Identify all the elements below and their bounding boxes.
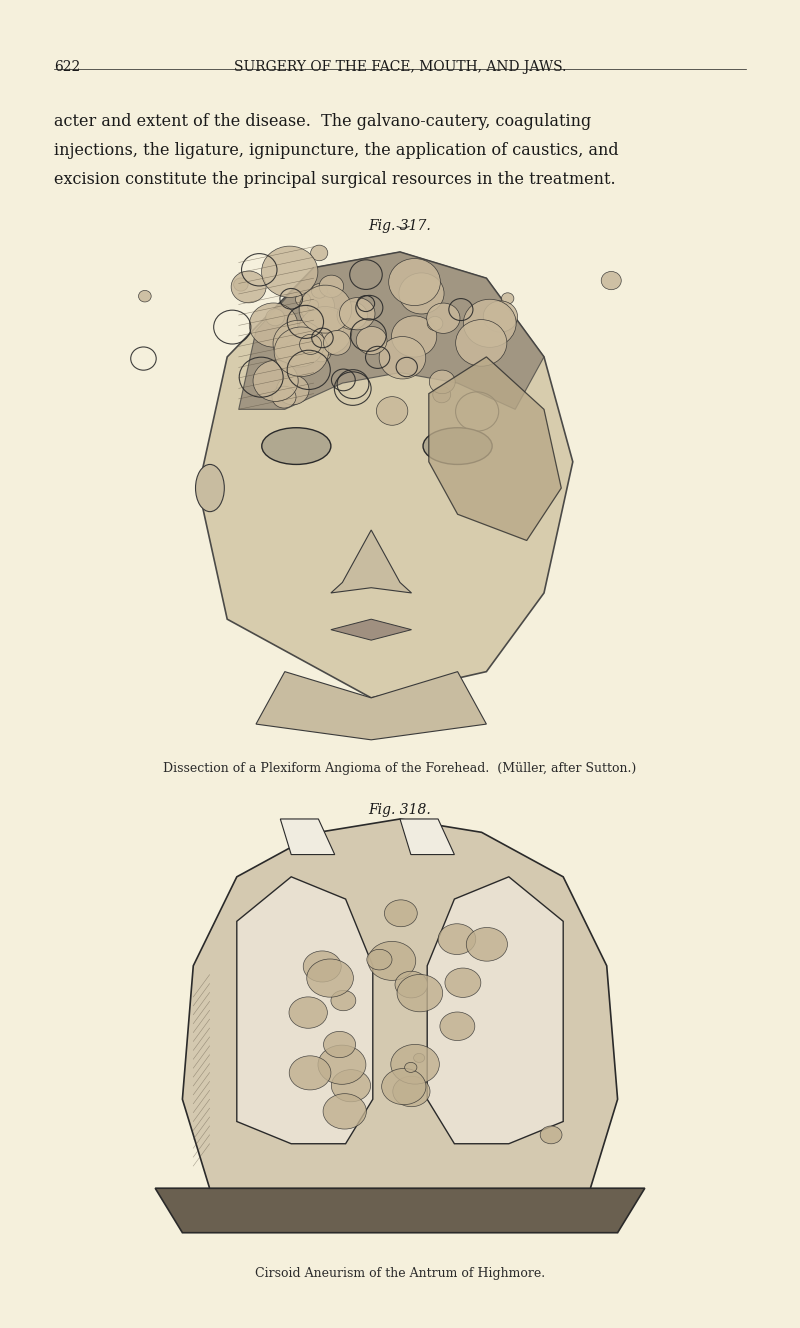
Circle shape <box>295 292 310 307</box>
Circle shape <box>414 1053 425 1062</box>
Circle shape <box>466 927 507 961</box>
Text: Fig. 318.: Fig. 318. <box>369 803 431 818</box>
Circle shape <box>430 371 455 393</box>
Polygon shape <box>238 252 544 409</box>
Circle shape <box>319 275 344 297</box>
Circle shape <box>382 1069 426 1105</box>
Circle shape <box>385 900 418 927</box>
Circle shape <box>305 308 344 344</box>
Circle shape <box>456 320 507 367</box>
Circle shape <box>331 991 356 1011</box>
Text: Dissection of a Plexiform Angioma of the Forehead.  (Müller, after Sutton.): Dissection of a Plexiform Angioma of the… <box>163 762 637 776</box>
Circle shape <box>289 997 327 1028</box>
Circle shape <box>368 942 416 980</box>
Polygon shape <box>331 530 411 592</box>
Circle shape <box>379 336 426 378</box>
Circle shape <box>389 259 440 305</box>
Circle shape <box>138 291 151 301</box>
Circle shape <box>299 290 334 321</box>
Circle shape <box>376 397 408 425</box>
Circle shape <box>440 1012 475 1041</box>
Text: 622: 622 <box>54 60 81 74</box>
Circle shape <box>311 344 331 361</box>
Circle shape <box>262 246 318 297</box>
Circle shape <box>307 300 318 311</box>
Circle shape <box>231 271 266 303</box>
Circle shape <box>310 246 328 260</box>
Circle shape <box>266 309 285 325</box>
Circle shape <box>367 950 392 969</box>
Circle shape <box>323 1032 355 1057</box>
Circle shape <box>391 316 437 357</box>
Text: Fig. 317.: Fig. 317. <box>369 219 431 234</box>
Circle shape <box>274 327 329 376</box>
Circle shape <box>299 286 352 333</box>
Polygon shape <box>427 876 563 1143</box>
Circle shape <box>337 301 367 329</box>
Ellipse shape <box>423 428 492 465</box>
Circle shape <box>298 307 352 355</box>
Circle shape <box>356 327 387 355</box>
Text: acter and extent of the disease.  The galvano-cautery, coagulating: acter and extent of the disease. The gal… <box>54 113 592 130</box>
Circle shape <box>311 284 327 299</box>
Circle shape <box>390 1044 439 1084</box>
Ellipse shape <box>195 465 224 511</box>
Circle shape <box>273 320 324 367</box>
Circle shape <box>323 331 350 355</box>
Circle shape <box>463 299 516 348</box>
Circle shape <box>272 386 296 408</box>
Circle shape <box>445 968 481 997</box>
Circle shape <box>602 271 622 290</box>
Circle shape <box>395 971 427 997</box>
Circle shape <box>393 1076 430 1106</box>
Circle shape <box>253 360 298 401</box>
Circle shape <box>299 335 322 355</box>
Circle shape <box>303 951 342 981</box>
Circle shape <box>426 303 460 333</box>
Circle shape <box>502 292 514 304</box>
Text: SURGERY OF THE FACE, MOUTH, AND JAWS.: SURGERY OF THE FACE, MOUTH, AND JAWS. <box>234 60 566 74</box>
Polygon shape <box>331 619 411 640</box>
Polygon shape <box>400 819 454 855</box>
Circle shape <box>427 316 443 331</box>
Polygon shape <box>429 357 562 540</box>
Polygon shape <box>237 876 373 1143</box>
Circle shape <box>397 975 442 1012</box>
Circle shape <box>277 374 309 405</box>
Circle shape <box>433 386 450 402</box>
Polygon shape <box>198 252 573 699</box>
Polygon shape <box>280 819 334 855</box>
Circle shape <box>438 924 476 955</box>
Circle shape <box>540 1126 562 1143</box>
Text: excision constitute the principal surgical resources in the treatment.: excision constitute the principal surgic… <box>54 171 616 189</box>
Circle shape <box>339 297 375 329</box>
Circle shape <box>323 1094 366 1129</box>
Circle shape <box>318 1045 366 1085</box>
Circle shape <box>234 278 248 291</box>
Circle shape <box>483 301 518 332</box>
Polygon shape <box>182 819 618 1189</box>
Ellipse shape <box>262 428 331 465</box>
Circle shape <box>331 1069 370 1102</box>
Polygon shape <box>155 1189 645 1232</box>
Circle shape <box>290 1056 331 1090</box>
Circle shape <box>250 303 298 347</box>
Text: Cirsoid Aneurism of the Antrum of Highmore.: Cirsoid Aneurism of the Antrum of Highmo… <box>255 1267 545 1280</box>
Circle shape <box>405 1062 417 1073</box>
Polygon shape <box>256 672 486 740</box>
Text: injections, the ligature, ignipuncture, the application of caustics, and: injections, the ligature, ignipuncture, … <box>54 142 619 159</box>
Circle shape <box>306 959 354 997</box>
Circle shape <box>399 272 444 313</box>
Circle shape <box>413 736 454 770</box>
